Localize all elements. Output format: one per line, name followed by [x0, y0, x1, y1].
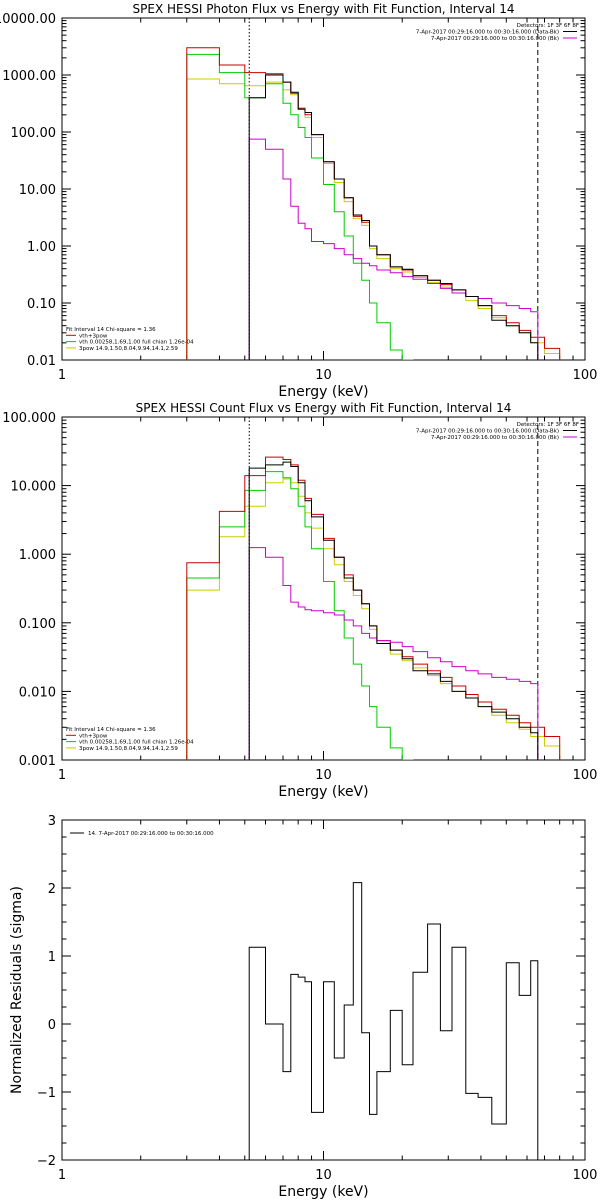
y-tick-label: 10000.00 [0, 12, 56, 27]
legend-entry: Detectors: 1F 3F 6F 8F [517, 422, 579, 428]
x-axis-label: Energy (keV) [278, 384, 368, 400]
y-tick-label: 0.100 [19, 617, 56, 632]
series-bk [248, 138, 539, 360]
chart-title: SPEX HESSI Photon Flux vs Energy with Fi… [133, 2, 515, 16]
series-group [186, 47, 561, 360]
series-3pow [186, 478, 561, 760]
x-tick-label: 1 [58, 768, 66, 783]
y-tick-label: 10.00 [19, 183, 56, 198]
x-axis-label: Energy (keV) [278, 784, 368, 800]
legend-entry: Detectors: 1F 3F 6F 8F [517, 23, 579, 29]
series-group [248, 882, 539, 1160]
y-tick-label: −2 [37, 1154, 56, 1169]
x-tick-label: 10 [315, 1168, 332, 1183]
x-axis-label: Energy (keV) [278, 1184, 368, 1200]
fit-info-text: 3pow 14.9,1.50,8.04,9.94,14.1,2.59 [79, 746, 178, 752]
plot-frame [61, 416, 586, 761]
series-residual [248, 882, 539, 1160]
chart-panel-1: 1 10 100 0.01 0.10 1.00 10.00 100.00 1000.00 1000… [0, 2, 597, 400]
x-tick-label: 100 [573, 368, 598, 383]
legend-entry: 7-Apr-2017 00:29:16.000 to 00:30:16.000 … [431, 435, 559, 441]
y-tick-label: 0.001 [19, 754, 56, 769]
legend-entry: 7-Apr-2017 00:29:16.000 to 00:30:16.000 … [416, 30, 559, 36]
y-tick-label: 100.00 [11, 126, 57, 141]
x-tick-label: 1 [58, 368, 66, 383]
series-data-bk [248, 461, 539, 760]
x-tick-label: 100 [573, 768, 598, 783]
y-tick-label: −1 [37, 1086, 56, 1101]
y-tick-label: 0.01 [27, 354, 56, 369]
y-tick-label: 1000.00 [2, 69, 56, 84]
series-group [186, 456, 561, 760]
legend-entry: 14. 7-Apr-2017 00:29:16.000 to 00:30:16.… [88, 831, 214, 837]
y-tick-label: 1.00 [27, 240, 56, 255]
series-data-bk [248, 74, 539, 360]
fit-info-text: Fit Interval 14 Chi-square = 1.36 [66, 327, 156, 333]
plot-frame [61, 17, 586, 361]
series-vth-3pow [186, 47, 561, 360]
y-tick-label: 0 [48, 1018, 56, 1033]
fit-info-text: vth+3pow [79, 333, 108, 339]
y-tick-label: 3 [48, 814, 56, 829]
x-tick-label: 10 [315, 768, 332, 783]
x-tick-label: 100 [573, 1168, 598, 1183]
chart-title: SPEX HESSI Count Flux vs Energy with Fit… [136, 401, 512, 415]
series-vth-3pow [186, 456, 561, 760]
y-tick-label: 10.000 [11, 480, 57, 495]
legend-entry: 7-Apr-2017 00:29:16.000 to 00:30:16.000 … [431, 36, 559, 42]
fit-info-text: vth 0.00258,1.69,1.00 full chian 1.26e-0… [79, 740, 194, 746]
fit-info-text: 3pow 14.9,1.50,8.04,9.94,14.1,2.59 [79, 346, 178, 352]
series-3pow [186, 78, 561, 360]
chart-panel-3: 1 10 100 −2 −1 0 1 2 3 Energy (keV) Normalized Res… [9, 814, 597, 1200]
y-tick-label: 0.10 [27, 297, 56, 312]
x-tick-label: 1 [58, 1168, 66, 1183]
series-vth [186, 53, 414, 360]
fit-info-text: Fit Interval 14 Chi-square = 1.36 [66, 727, 156, 733]
legend-entry: 7-Apr-2017 00:29:16.000 to 00:30:16.000 … [416, 429, 559, 435]
series-bk [248, 547, 539, 760]
fit-info-text: vth+3pow [79, 733, 108, 739]
series-vth [186, 471, 414, 760]
y-axis-label: Normalized Residuals (sigma) [9, 886, 25, 1094]
y-tick-label: 2 [48, 882, 56, 897]
y-tick-label: 1.000 [19, 548, 56, 563]
x-tick-label: 10 [315, 368, 332, 383]
chart-panel-2: 1 10 100 0.001 0.010 0.100 1.000 10.000 100.000 S… [2, 401, 597, 800]
y-tick-label: 0.010 [19, 685, 56, 700]
fit-info-text: vth 0.00258,1.69,1.00 full chian 1.26e-0… [79, 340, 194, 346]
y-tick-label: 1 [48, 950, 56, 965]
y-tick-label: 100.000 [2, 411, 56, 426]
